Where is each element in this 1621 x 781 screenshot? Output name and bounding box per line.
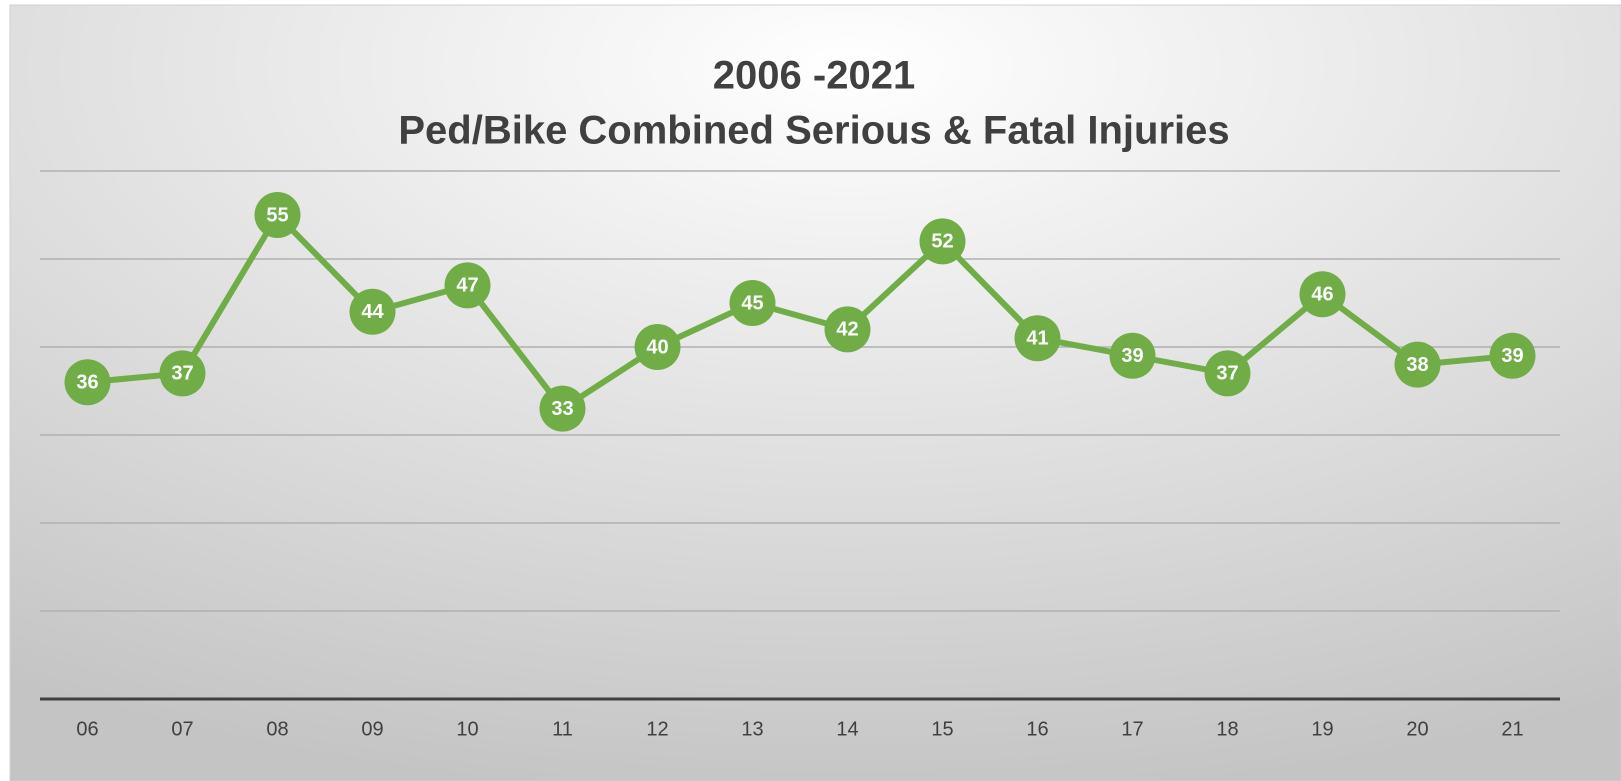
data-label: 41	[1026, 327, 1048, 349]
data-marker	[1014, 315, 1061, 362]
data-marker	[824, 306, 871, 353]
data-marker	[64, 359, 111, 406]
data-label: 33	[551, 398, 573, 420]
data-marker	[1299, 271, 1346, 318]
data-label: 37	[171, 363, 193, 385]
x-tick-label: 18	[1216, 718, 1238, 740]
data-marker	[1109, 332, 1156, 379]
data-label: 55	[266, 204, 288, 226]
data-label: 44	[361, 301, 384, 323]
data-marker	[1489, 332, 1536, 379]
x-tick-label: 17	[1121, 718, 1143, 740]
x-tick-label: 14	[836, 718, 858, 740]
chart-title: 2006 -2021	[713, 54, 915, 98]
x-tick-label: 21	[1501, 718, 1523, 740]
data-marker	[539, 385, 586, 432]
x-tick-label: 13	[741, 718, 763, 740]
data-marker	[159, 350, 206, 397]
x-tick-label: 20	[1406, 718, 1428, 740]
x-tick-label: 11	[552, 718, 573, 740]
data-label: 37	[1216, 363, 1238, 385]
data-label: 39	[1501, 345, 1523, 367]
chart-subtitle: Ped/Bike Combined Serious & Fatal Injuri…	[398, 109, 1229, 153]
data-label: 52	[931, 231, 953, 253]
data-marker	[444, 262, 491, 309]
x-tick-label: 19	[1311, 718, 1333, 740]
x-tick-label: 09	[361, 718, 383, 740]
data-label: 45	[741, 292, 763, 314]
data-marker	[349, 288, 396, 335]
x-tick-label: 07	[171, 718, 193, 740]
data-line	[87, 212, 1513, 412]
data-marker	[919, 218, 966, 265]
chart-background	[9, 4, 1621, 781]
data-label: 40	[646, 336, 668, 358]
data-label: 36	[76, 371, 98, 393]
data-label: 39	[1121, 345, 1143, 367]
data-marker	[729, 280, 776, 326]
x-tick-label: 06	[76, 718, 98, 740]
data-label: 42	[836, 319, 858, 341]
x-tick-label: 10	[456, 718, 478, 740]
data-label: 38	[1406, 354, 1428, 376]
data-marker	[1204, 350, 1251, 397]
data-marker	[634, 324, 681, 370]
data-label: 47	[456, 275, 478, 297]
data-marker	[254, 192, 301, 238]
data-label: 46	[1311, 283, 1333, 305]
x-tick-label: 12	[646, 718, 668, 740]
data-marker	[1394, 341, 1441, 388]
x-tick-label: 15	[931, 718, 953, 740]
x-tick-label: 16	[1026, 718, 1048, 740]
x-tick-label: 08	[266, 718, 288, 740]
